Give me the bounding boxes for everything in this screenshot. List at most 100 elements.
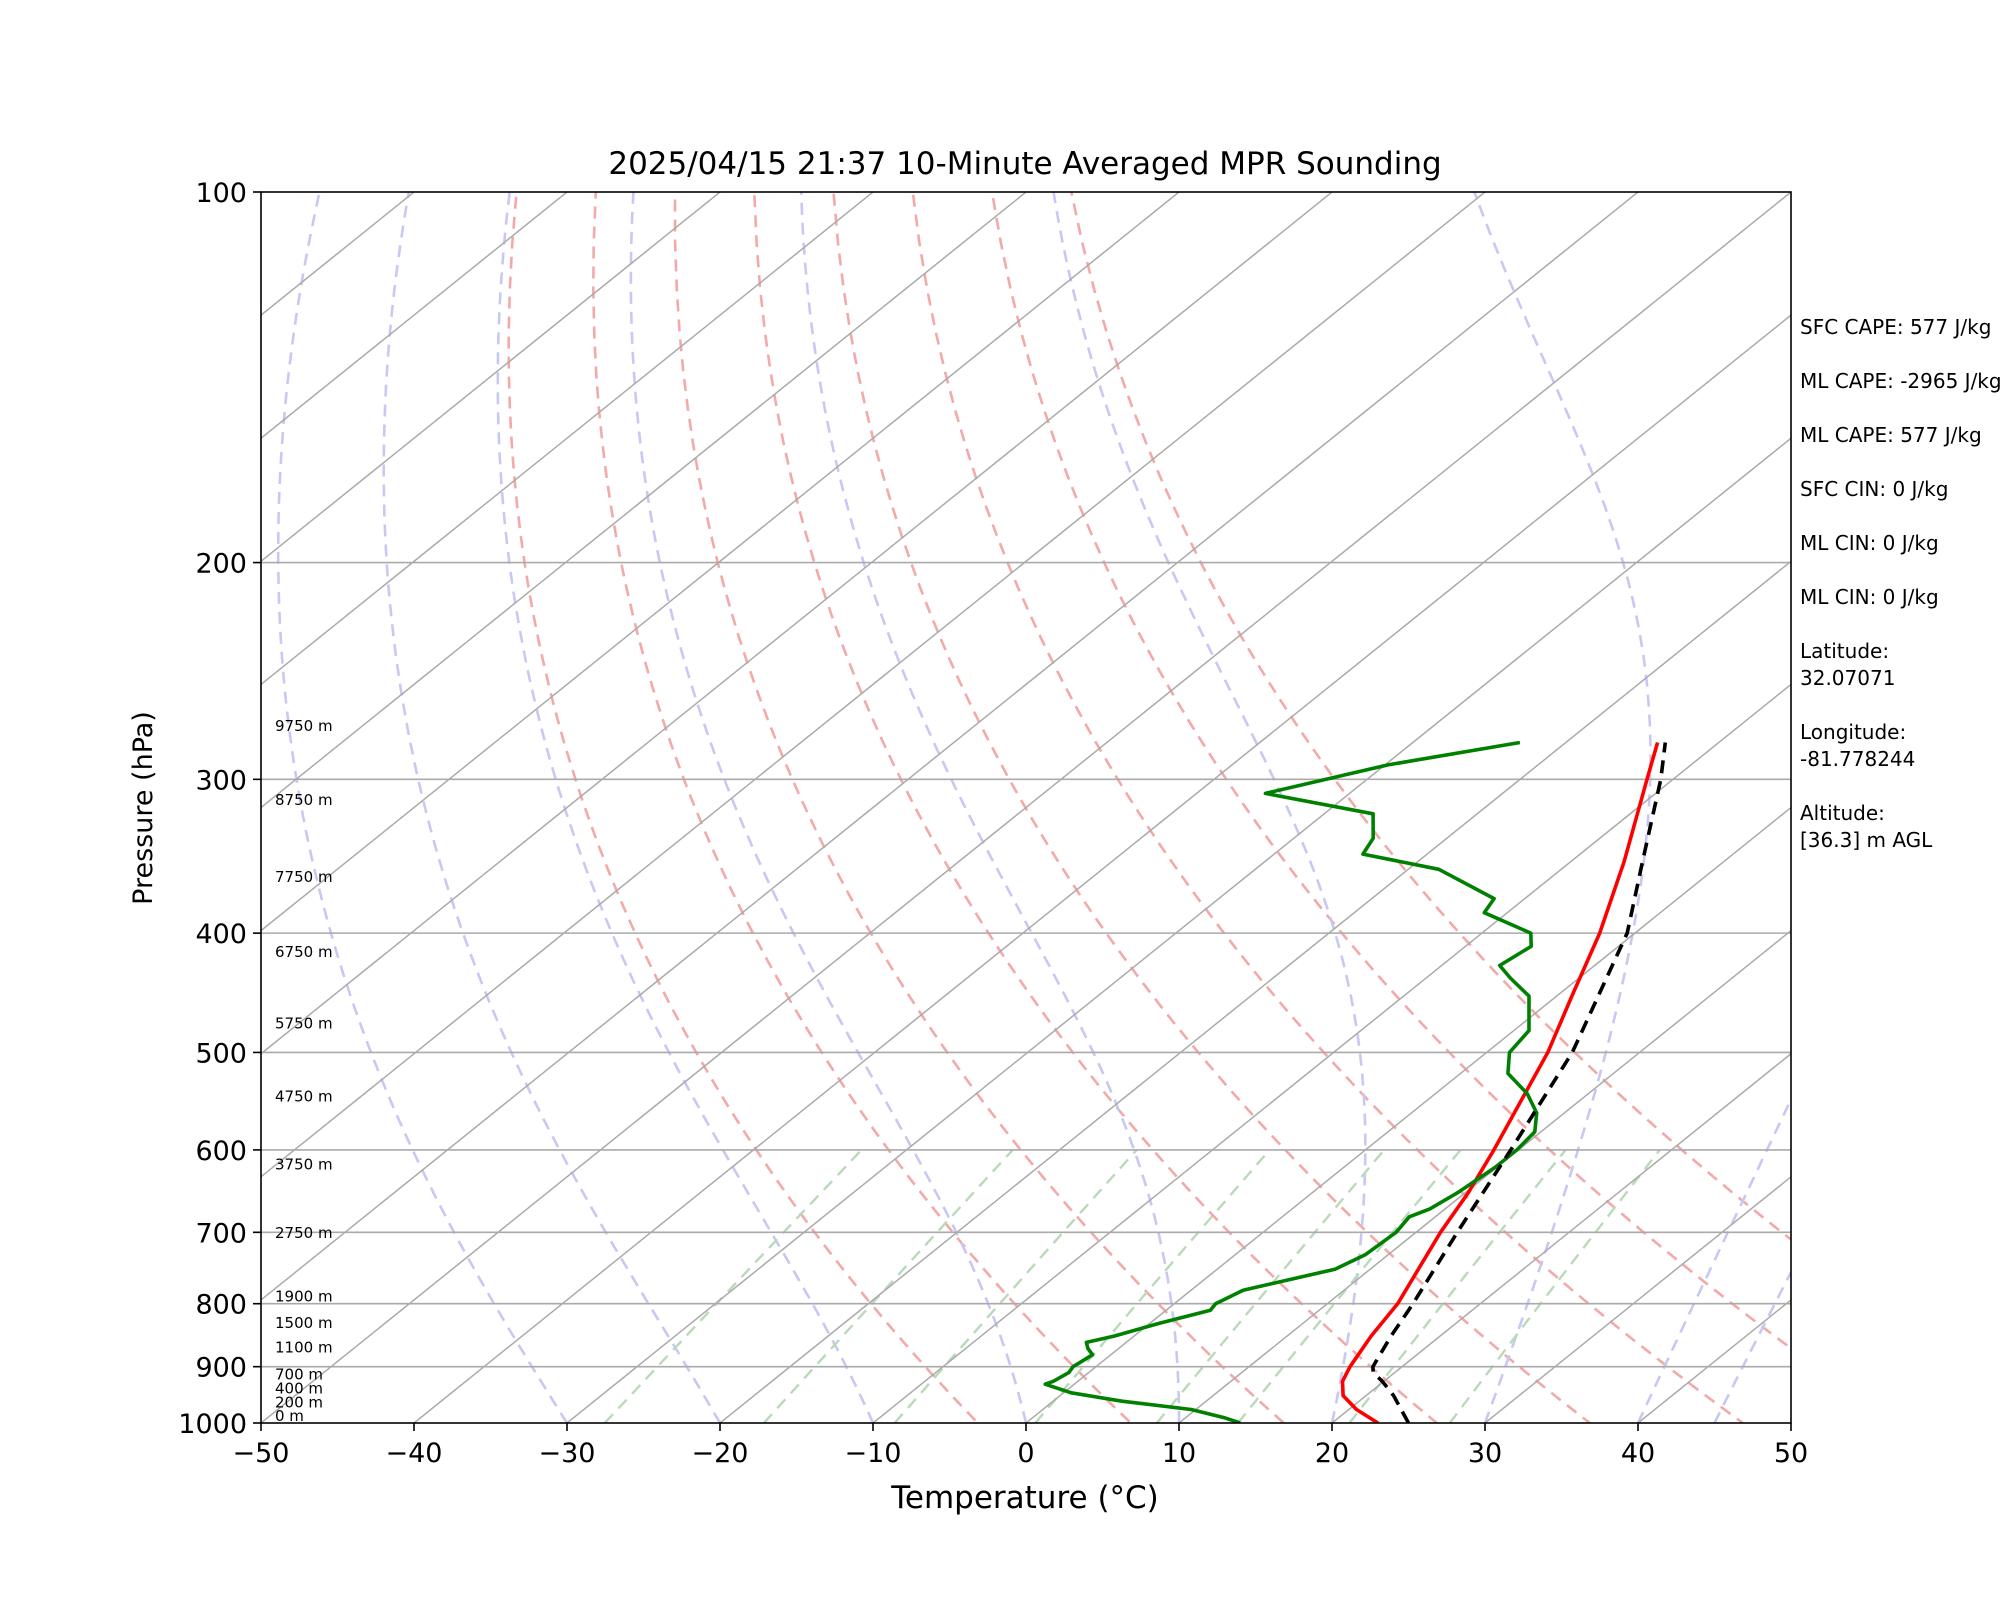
parameter-label: ML CAPE: 577 J/kg	[1800, 423, 1982, 447]
parameter-value: -81.778244	[1800, 747, 1916, 771]
x-tick-label: 50	[1774, 1438, 1808, 1469]
y-tick-label: 1000	[178, 1409, 247, 1440]
parameter-label: Longitude:	[1800, 720, 1907, 744]
moist-adiabat	[496, 192, 875, 1423]
parameter-label: ML CIN: 0 J/kg	[1800, 585, 1939, 609]
moist-adiabat	[629, 192, 1028, 1423]
chart-title: 2025/04/15 21:37 10-Minute Averaged MPR …	[608, 146, 1441, 182]
x-tick-label: −30	[539, 1438, 596, 1469]
isotherm	[261, 192, 416, 317]
isotherm	[261, 192, 1487, 1178]
x-tick-label: 20	[1315, 1438, 1349, 1469]
isotherm	[261, 192, 1640, 1301]
height-label: 5750 m	[275, 1015, 333, 1033]
isotherm	[261, 192, 1334, 1055]
parameter-label: SFC CAPE: 577 J/kg	[1800, 315, 1992, 339]
isotherm	[565, 437, 1791, 1423]
mixing-ratio-line	[1034, 1149, 1271, 1423]
isotherm	[412, 314, 1791, 1423]
y-tick-label: 100	[195, 178, 247, 209]
y-tick-label: 500	[195, 1038, 247, 1069]
y-tick-label: 800	[195, 1290, 247, 1321]
height-label: 4750 m	[275, 1087, 333, 1105]
parameter-label: SFC CIN: 0 J/kg	[1800, 477, 1949, 501]
y-tick-label: 400	[195, 919, 247, 950]
y-tick-label: 300	[195, 765, 247, 796]
height-label: 2750 m	[275, 1224, 333, 1242]
height-label: 7750 m	[275, 868, 333, 886]
temperature-trace	[1340, 742, 1660, 1423]
y-tick-label: 700	[195, 1218, 247, 1249]
y-tick-label: 200	[195, 549, 247, 580]
x-tick-label: −50	[233, 1438, 290, 1469]
mixing-ratio-line	[1155, 1149, 1386, 1423]
background-lines	[261, 192, 1791, 1423]
dry-adiabat	[753, 192, 1439, 1423]
parameter-label: ML CIN: 0 J/kg	[1800, 531, 1939, 555]
x-tick-label: 0	[1017, 1438, 1034, 1469]
isotherm	[261, 192, 1181, 932]
height-label: 8750 m	[275, 791, 333, 809]
isobar-gridlines	[261, 561, 1791, 1368]
x-tick-label: 10	[1162, 1438, 1196, 1469]
sounding-parameter: Longitude: -81.778244	[1800, 719, 2000, 773]
isotherm	[261, 192, 1028, 809]
isotherm	[261, 192, 569, 440]
x-axis-ticks: −50 −40 −30 −20 −10 0 10 20 30 40 50	[233, 1423, 1808, 1469]
mixing-ratio-line	[763, 1149, 1014, 1423]
height-label: 400 m	[275, 1380, 323, 1398]
dry-adiabat	[832, 192, 1592, 1423]
x-tick-label: −20	[692, 1438, 749, 1469]
y-tick-label: 600	[195, 1136, 247, 1167]
isotherm	[1177, 929, 1791, 1423]
isotherm	[718, 560, 1791, 1423]
height-label: 1500 m	[275, 1314, 333, 1332]
dry-adiabat	[591, 192, 1133, 1423]
y-axis-label: Pressure (hPa)	[128, 711, 159, 905]
height-label: 700 m	[275, 1365, 323, 1383]
dry-adiabat	[1070, 192, 1791, 1242]
mixing-ratio-line	[1237, 1149, 1462, 1423]
x-tick-label: −10	[845, 1438, 902, 1469]
isotherm	[261, 192, 875, 686]
height-label: 9750 m	[275, 717, 333, 735]
height-label: 0 m	[275, 1407, 304, 1425]
dry-adiabat	[990, 192, 1791, 1350]
sounding-traces	[1043, 740, 1668, 1423]
y-tick-label: 900	[195, 1353, 247, 1384]
parameter-label: Altitude:	[1800, 801, 1885, 825]
x-tick-label: 30	[1468, 1438, 1502, 1469]
dewpoint-trace	[1043, 740, 1539, 1423]
parameter-value: 32.07071	[1800, 666, 1896, 690]
x-tick-label: −40	[386, 1438, 443, 1469]
height-label: 1100 m	[275, 1339, 333, 1357]
isotherm	[261, 192, 1791, 1423]
moist-adiabat	[1473, 192, 1652, 1423]
isotherm	[1330, 1052, 1791, 1423]
mixing-ratio-line	[893, 1149, 1138, 1423]
sounding-parameter: Altitude: [36.3] m AGL	[1800, 800, 2000, 854]
sounding-parameter: ML CIN: 0 J/kg	[1800, 530, 2000, 557]
dry-adiabat	[507, 192, 980, 1423]
isotherm	[1483, 1175, 1791, 1423]
height-label: 200 m	[275, 1394, 323, 1412]
y-axis-ticks: 100 200 300 400 500 600 700 800 900 1000	[178, 178, 261, 1440]
dry-adiabat	[673, 192, 1286, 1423]
isotherm	[261, 192, 722, 563]
sounding-parameter: ML CAPE: -2965 J/kg	[1800, 368, 2000, 395]
x-axis-label: Temperature (°C)	[890, 1480, 1159, 1516]
moist-adiabat	[382, 192, 722, 1423]
height-label: 1900 m	[275, 1288, 333, 1306]
sounding-parameter: ML CAPE: 577 J/kg	[1800, 422, 2000, 449]
mixing-ratio-line	[603, 1149, 863, 1423]
height-label: 3750 m	[275, 1156, 333, 1174]
sounding-parameter: SFC CIN: 0 J/kg	[1800, 476, 2000, 503]
parcel-trace	[1371, 742, 1668, 1423]
sounding-parameter: SFC CAPE: 577 J/kg	[1800, 314, 2000, 341]
height-label: 6750 m	[275, 943, 333, 961]
sounding-parameter: ML CIN: 0 J/kg	[1800, 584, 2000, 611]
isotherm	[1024, 806, 1791, 1423]
parameter-label: ML CAPE: -2965 J/kg	[1800, 369, 2000, 393]
